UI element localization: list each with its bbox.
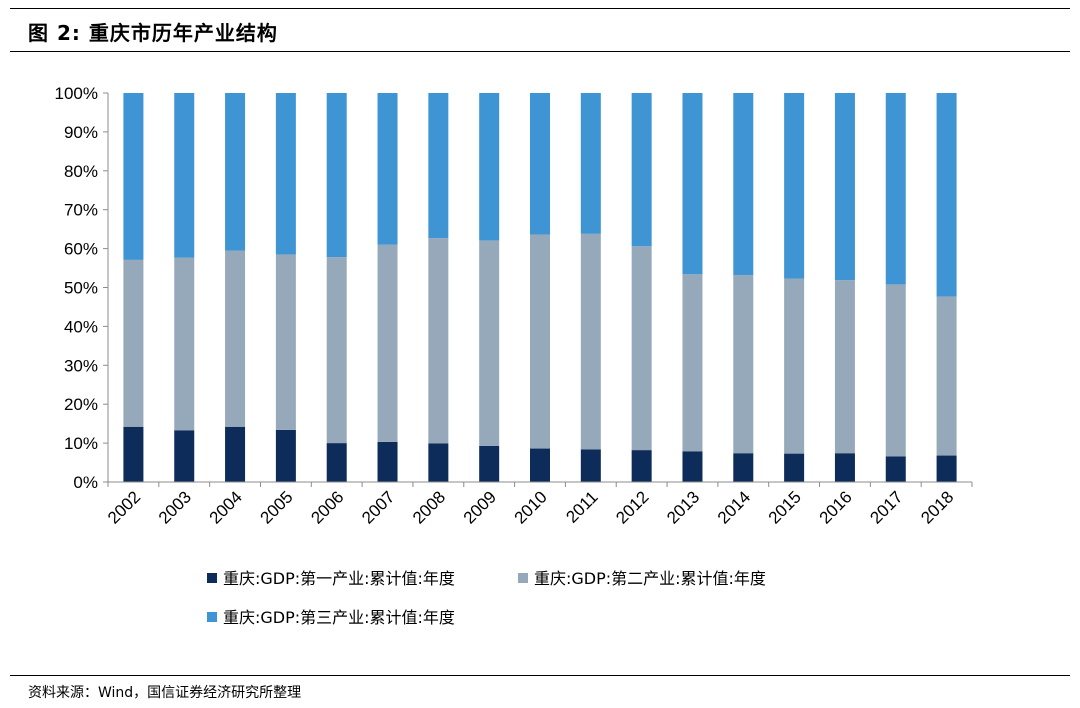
x-tick-label: 2010	[511, 487, 551, 527]
x-tick-label: 2007	[358, 487, 398, 527]
bar-2010-series-1	[530, 448, 550, 482]
y-tick-label: 60%	[64, 240, 98, 259]
y-tick-label: 20%	[64, 395, 98, 414]
bar-2007-series-2	[377, 244, 398, 442]
y-tick-label: 100%	[55, 84, 98, 103]
x-tick-label: 2006	[307, 487, 347, 527]
y-tick-label: 40%	[64, 317, 98, 336]
bar-2017-series-3	[885, 93, 906, 285]
bar-2007-series-3	[377, 93, 398, 245]
y-tick-label: 30%	[64, 356, 98, 375]
bar-2009-series-3	[479, 93, 500, 241]
bar-2002-series-3	[123, 93, 144, 260]
title-rule	[10, 51, 1070, 52]
bar-2010-series-2	[530, 234, 550, 449]
y-tick-label: 10%	[64, 434, 98, 453]
legend-swatch-series-2	[518, 573, 528, 583]
stacked-bar-chart: 0%10%20%30%40%50%60%70%80%90%100% 2002 20…	[55, 84, 973, 627]
y-axis: 0% 10% 20% 30% 40% 50% 60% 70% 80% 90% 100%	[55, 84, 109, 492]
bar-2005-series-1	[275, 429, 296, 482]
x-tick-label: 2003	[155, 487, 195, 527]
x-tick-label: 2011	[562, 487, 601, 526]
x-tick-label: 2014	[714, 487, 754, 527]
bar-2016-series-1	[834, 453, 855, 482]
bar-2015-series-3	[784, 93, 805, 279]
bar-2012-series-2	[631, 246, 652, 451]
bar-2014-series-3	[733, 93, 754, 276]
y-tick-label: 80%	[64, 162, 98, 181]
bar-2018-series-1	[936, 455, 957, 482]
x-tick-label: 2008	[409, 487, 449, 527]
bottom-rule	[10, 675, 1070, 676]
bar-2014-series-1	[733, 453, 754, 482]
bar-2015-series-2	[784, 278, 805, 454]
bar-2006-series-1	[326, 443, 347, 482]
bar-2009-series-2	[479, 240, 500, 446]
bar-2016-series-2	[834, 280, 855, 454]
bar-2004-series-3	[225, 93, 246, 251]
figure-title: 图 2: 重庆市历年产业结构	[28, 21, 278, 45]
bar-2004-series-1	[225, 426, 246, 482]
bar-2018-series-2	[936, 296, 957, 456]
x-axis: 2002 2003 2004 2005 2006 2007 2008 2009 2010 2011…	[104, 481, 973, 528]
bar-2009-series-1	[479, 445, 500, 482]
bar-2005-series-2	[275, 254, 296, 430]
bar-2003-series-1	[174, 430, 195, 482]
x-tick-label: 2004	[206, 487, 246, 527]
bar-2010-series-3	[530, 93, 550, 235]
legend-label-series-3: 重庆:GDP:第三产业:累计值:年度	[223, 608, 455, 627]
bar-2006-series-3	[326, 93, 347, 258]
legend-swatch-series-1	[207, 573, 217, 583]
legend-label-series-1: 重庆:GDP:第一产业:累计值:年度	[223, 569, 455, 588]
x-tick-label: 2012	[612, 487, 652, 527]
bar-2013-series-2	[682, 274, 703, 452]
bar-2011-series-2	[580, 233, 601, 450]
bar-2018-series-3	[936, 93, 957, 297]
x-tick-label: 2002	[104, 487, 144, 527]
y-tick-label: 50%	[64, 279, 98, 298]
bar-2003-series-3	[174, 93, 195, 258]
bar-2002-series-1	[123, 426, 144, 482]
source-note: 资料来源：Wind，国信证券经济研究所整理	[28, 685, 302, 701]
y-tick-label: 70%	[64, 201, 98, 220]
bar-2011-series-3	[580, 93, 601, 234]
bar-2008-series-2	[428, 238, 449, 444]
x-tick-label: 2017	[866, 487, 906, 527]
top-rule	[10, 8, 1070, 9]
x-tick-label: 2016	[816, 487, 856, 527]
bar-2017-series-1	[885, 456, 906, 482]
legend-swatch-series-3	[207, 612, 217, 622]
bar-2002-series-2	[123, 259, 144, 427]
bar-2017-series-2	[885, 284, 906, 457]
bars-layer	[123, 93, 957, 482]
bar-2015-series-1	[784, 453, 805, 482]
bar-2016-series-3	[834, 93, 855, 281]
bar-2013-series-1	[682, 451, 703, 482]
x-tick-label: 2018	[917, 487, 957, 527]
y-tick-label: 90%	[64, 123, 98, 142]
x-tick-label: 2009	[460, 487, 500, 527]
bar-2006-series-2	[326, 257, 347, 444]
x-tick-label: 2005	[257, 487, 297, 527]
bar-2012-series-1	[631, 450, 652, 482]
bar-2014-series-2	[733, 275, 754, 454]
y-tick-label: 0%	[73, 473, 98, 492]
x-tick-label: 2013	[663, 487, 703, 527]
bar-2004-series-2	[225, 250, 246, 427]
bar-2012-series-3	[631, 93, 652, 247]
bar-2011-series-1	[580, 449, 601, 482]
bar-2007-series-1	[377, 441, 398, 482]
bar-2013-series-3	[682, 93, 703, 275]
x-tick-label: 2015	[765, 487, 805, 527]
bar-2008-series-3	[428, 93, 449, 239]
bar-2008-series-1	[428, 443, 449, 482]
bar-2003-series-2	[174, 257, 195, 431]
bar-2005-series-3	[275, 93, 296, 255]
legend: 重庆:GDP:第一产业:累计值:年度 重庆:GDP:第二产业:累计值:年度重庆:G…	[207, 569, 766, 627]
legend-label-series-2: 重庆:GDP:第二产业:累计值:年度	[534, 569, 766, 588]
